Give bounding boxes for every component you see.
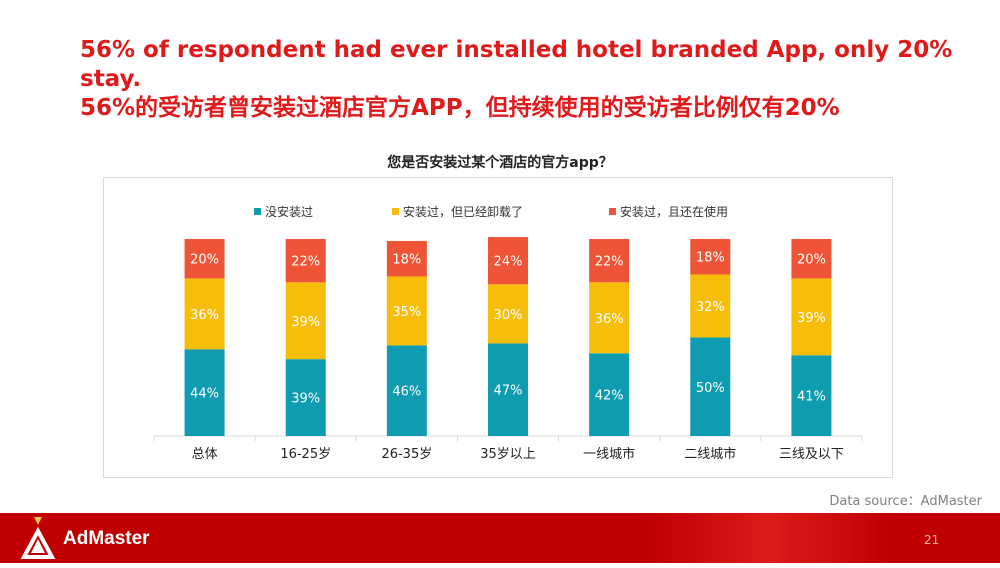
bar-segment-3-2	[285, 239, 326, 283]
data-label-3-4: 24%	[494, 255, 523, 270]
data-label-1-2: 39%	[291, 392, 320, 407]
category-label-6: 二线城市	[684, 446, 736, 462]
bar-segment-2-7	[791, 278, 832, 356]
bar-segment-2-4	[488, 284, 528, 344]
legend-swatch-2	[392, 208, 399, 215]
bar-segment-1-5	[589, 353, 630, 436]
data-label-2-6: 32%	[696, 300, 725, 315]
bar-segment-2-2	[285, 282, 326, 360]
footer-bar: AdMaster 21	[0, 513, 1000, 563]
bar-segment-2-3	[386, 276, 427, 346]
data-label-2-2: 39%	[291, 315, 320, 330]
category-label-2: 16-25岁	[280, 447, 331, 462]
data-label-1-1: 44%	[190, 387, 219, 402]
data-label-3-7: 20%	[797, 253, 826, 268]
bar-segment-3-4	[488, 237, 528, 285]
chart-frame: 没安装过 安装过，但已经卸载了 安装过，且还在使用 44% 36% 20% 总体 39% 39%…	[103, 177, 893, 478]
page-number: 21	[924, 533, 940, 547]
chart-title: 您是否安装过某个酒店的官方app？	[387, 155, 613, 171]
headline-english-line2: stay.	[80, 66, 142, 92]
admaster-logo: AdMaster	[8, 513, 158, 563]
legend-swatch-3	[609, 208, 616, 215]
data-label-1-6: 50%	[696, 381, 725, 396]
bar-segment-3-5	[589, 239, 630, 283]
data-label-3-1: 20%	[190, 253, 219, 268]
admaster-logo-icon	[20, 517, 56, 559]
legend-label-2: 安装过，但已经卸载了	[403, 204, 523, 219]
bar-segment-2-6	[690, 274, 731, 338]
bar-segment-2-1	[184, 278, 225, 350]
bar-segment-1-4	[488, 343, 528, 436]
legend-swatch-1	[254, 208, 261, 215]
bar-segment-1-2	[285, 359, 326, 436]
stacked-bar-chart: 没安装过 安装过，但已经卸载了 安装过，且还在使用 44% 36% 20% 总体 39% 39%…	[153, 204, 863, 462]
bar-segment-1-7	[791, 355, 832, 436]
data-label-2-3: 35%	[392, 305, 421, 320]
headline-english-line1: 56% of respondent had ever installed hot…	[80, 37, 953, 63]
category-label-1: 总体	[192, 447, 218, 462]
legend-label-3: 安装过，且还在使用	[620, 204, 728, 219]
slide-headline: 56% of respondent had ever installed hot…	[80, 36, 960, 123]
data-label-2-5: 36%	[595, 312, 624, 327]
category-label-5: 一线城市	[583, 446, 635, 462]
bar-segment-1-6	[690, 337, 731, 436]
category-label-4: 35岁以上	[480, 447, 536, 462]
data-label-1-4: 47%	[494, 384, 523, 399]
data-label-3-3: 18%	[392, 253, 421, 268]
data-source: Data source：AdMaster	[829, 494, 982, 509]
data-label-3-2: 22%	[291, 255, 320, 270]
bar-segment-1-1	[184, 349, 225, 436]
data-label-2-1: 36%	[190, 308, 219, 323]
bar-segment-1-3	[386, 345, 427, 436]
data-label-2-4: 30%	[494, 308, 523, 323]
bar-segment-3-7	[791, 239, 832, 279]
data-label-2-7: 39%	[797, 311, 826, 326]
category-label-3: 26-35岁	[381, 447, 432, 462]
data-label-1-3: 46%	[392, 385, 421, 400]
legend-label-1: 没安装过	[265, 204, 313, 219]
data-label-1-7: 41%	[797, 390, 826, 405]
bar-segment-3-6	[690, 239, 731, 275]
bar-segment-2-5	[589, 282, 630, 354]
data-label-3-6: 18%	[696, 251, 725, 266]
category-label-7: 三线及以下	[779, 447, 844, 462]
data-label-3-5: 22%	[595, 255, 624, 270]
logo-text: AdMaster	[63, 528, 150, 549]
footer-glow	[650, 513, 890, 563]
headline-chinese: 56%的受访者曾安装过酒店官方APP，但持续使用的受访者比例仅有20%	[80, 95, 840, 121]
bar-segment-3-1	[184, 239, 225, 279]
bar-segment-3-3	[386, 240, 427, 277]
data-label-1-5: 42%	[595, 389, 624, 404]
